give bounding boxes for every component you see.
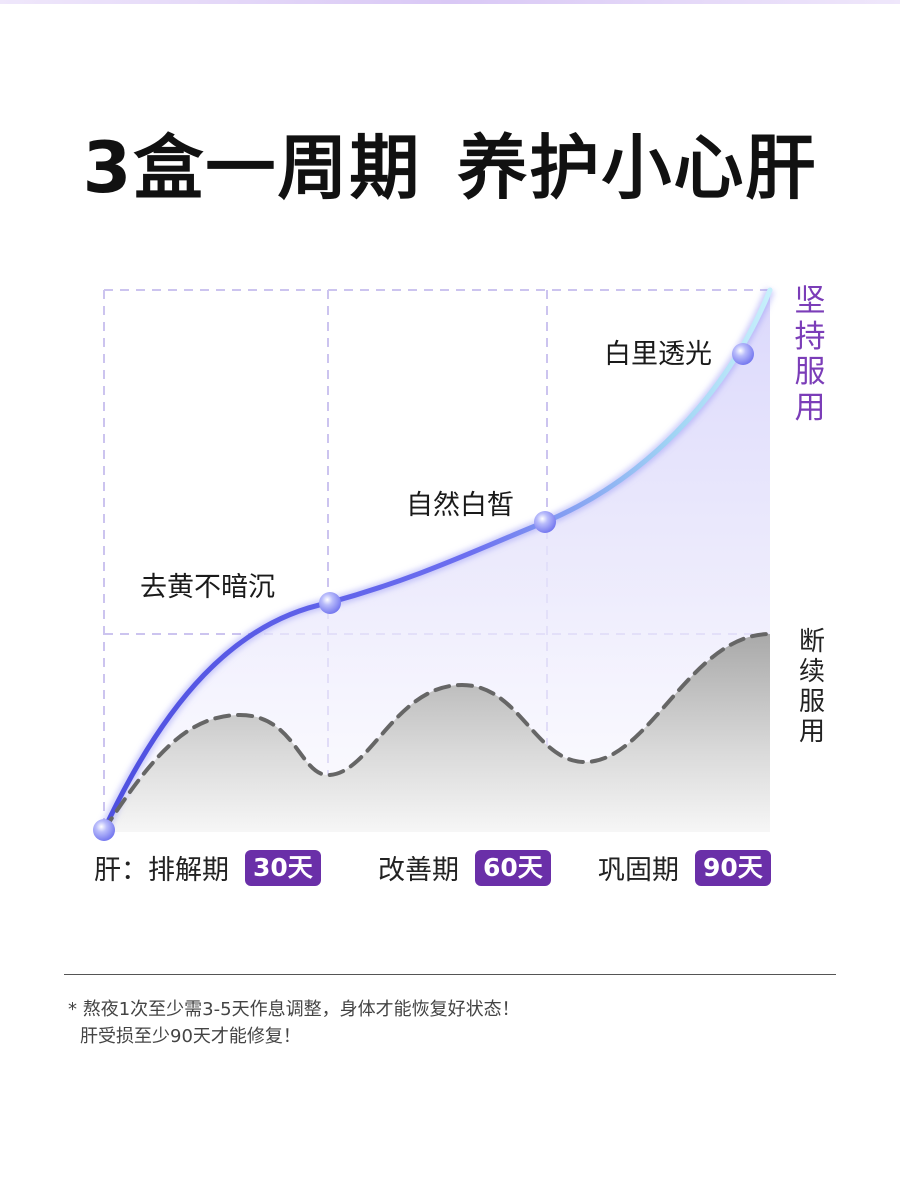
growth-chart xyxy=(93,287,775,841)
phase-1: 肝： 排解期 30天 xyxy=(94,848,321,887)
phase-1-name: 排解期 xyxy=(148,855,229,886)
phase-2: 改善期 60天 xyxy=(378,848,551,887)
point-label-1: 去黄不暗沉 xyxy=(140,572,275,603)
phase-3-name: 巩固期 xyxy=(598,855,679,886)
phase-axis: 肝： 排解期 30天 改善期 60天 巩固期 90天 xyxy=(0,848,900,890)
continued-label: 坚 持 服 用 xyxy=(794,283,826,426)
divider xyxy=(64,974,836,975)
point-2 xyxy=(534,511,556,533)
point-1 xyxy=(319,592,341,614)
phase-3-days-badge: 90天 xyxy=(695,849,771,886)
top-accent-line xyxy=(0,0,900,4)
phase-1-days-badge: 30天 xyxy=(245,849,321,886)
phase-3: 巩固期 90天 xyxy=(598,848,771,887)
axis-prefix: 肝： xyxy=(94,855,148,886)
stopped-curve xyxy=(102,632,772,832)
origin-point xyxy=(93,819,115,841)
footnote-line-1: * 熬夜1次至少需3-5天作息调整，身体才能恢复好状态！ xyxy=(68,999,520,1020)
phase-2-days-badge: 60天 xyxy=(475,849,551,886)
point-label-3: 白里透光 xyxy=(604,339,712,370)
point-3 xyxy=(732,343,754,365)
title-part-2: 养护小心肝 xyxy=(457,127,818,209)
stopped-area xyxy=(104,634,770,832)
point-label-2: 自然白皙 xyxy=(406,490,514,521)
continued-curve xyxy=(101,287,773,833)
phase-2-name: 改善期 xyxy=(378,855,459,886)
stopped-label: 断 续 服 用 xyxy=(798,627,825,747)
footnote-line-2: 肝受损至少90天才能修复！ xyxy=(80,1026,301,1047)
page-title: 3盒一周期 养护小心肝 xyxy=(0,112,900,213)
continued-area xyxy=(104,290,770,832)
title-part-1: 3盒一周期 xyxy=(82,127,422,209)
